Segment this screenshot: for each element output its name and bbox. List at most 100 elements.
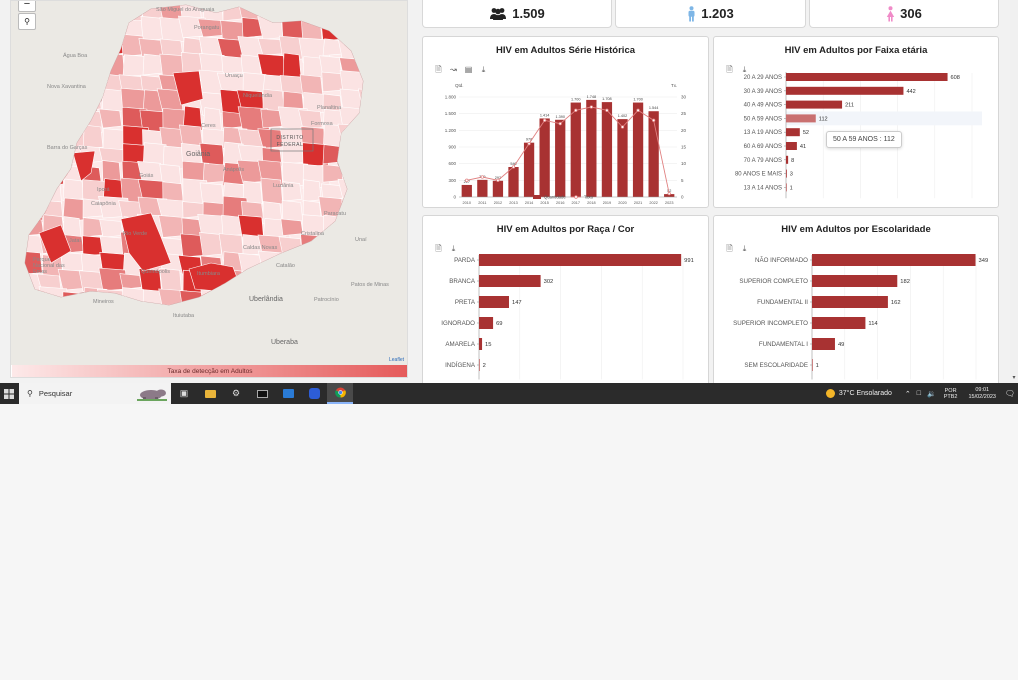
municipality-region bbox=[361, 198, 363, 224]
document-icon[interactable]: 🗎 bbox=[726, 65, 733, 74]
bar bbox=[479, 275, 541, 287]
municipality-region bbox=[359, 5, 363, 22]
bar-value-label: 1.544 bbox=[649, 106, 659, 110]
high-rate-municipality bbox=[172, 70, 204, 106]
faixa-etaria-chart[interactable]: 20 A 29 ANOS 608 30 A 39 ANOS 442 40 A 49 AN… bbox=[714, 37, 999, 208]
y-tick-label: 1.800 bbox=[445, 95, 457, 100]
bar bbox=[812, 296, 888, 308]
y2-tick-label: 15 bbox=[681, 145, 687, 150]
rate-point bbox=[574, 108, 578, 112]
municipality-region bbox=[222, 285, 245, 305]
escolaridade-toolbar: 🗎 ⤓ bbox=[725, 244, 749, 253]
file-explorer-icon[interactable] bbox=[197, 383, 223, 404]
municipality-region bbox=[25, 145, 47, 168]
bar bbox=[786, 100, 843, 109]
map-regions[interactable] bbox=[11, 1, 407, 365]
page-scrollbar[interactable]: ▾ bbox=[1010, 0, 1018, 383]
municipality-region bbox=[278, 236, 303, 257]
rate-point bbox=[496, 178, 500, 182]
bar-value-label: 292 bbox=[495, 176, 501, 180]
language-indicator[interactable]: POR PTB2 bbox=[944, 388, 958, 400]
district-boundary bbox=[270, 128, 314, 152]
y-tick-label: 900 bbox=[448, 145, 456, 150]
municipality-region bbox=[302, 179, 322, 203]
sun-icon bbox=[825, 389, 835, 398]
bar-value-label: 162 bbox=[891, 300, 901, 306]
category-label: 13 A 14 ANOS bbox=[744, 185, 782, 191]
escolaridade-chart[interactable]: NÃO INFORMADO 349 SUPERIOR COMPLETO 182 FUND… bbox=[714, 216, 999, 383]
category-label: 80 ANOS E MAIS bbox=[735, 172, 782, 178]
download-icon[interactable]: ⤓ bbox=[481, 65, 486, 74]
map-place-label: Porangatu bbox=[194, 25, 220, 31]
map-place-label: Planaltina bbox=[317, 105, 342, 111]
leaflet-attribution-link[interactable]: Leaflet bbox=[388, 357, 404, 363]
municipality-region bbox=[318, 272, 346, 295]
taskbar-search[interactable]: ⚲ Pesquisar bbox=[19, 383, 171, 404]
bar-value-label: 442 bbox=[906, 89, 915, 95]
line-chart-icon[interactable]: ↝ bbox=[450, 65, 457, 74]
settings-icon[interactable]: ⚙ bbox=[231, 388, 241, 398]
municipality-region bbox=[362, 180, 363, 201]
map-legend-label: Taxa de detecção em Adultos bbox=[167, 368, 253, 375]
outlook-icon[interactable] bbox=[275, 383, 301, 404]
y2-tick-label: 0 bbox=[681, 195, 684, 200]
zoom-out-button[interactable]: − bbox=[18, 1, 36, 12]
bar bbox=[539, 118, 550, 197]
map-place-label: Niquelândia bbox=[243, 93, 273, 99]
windows-logo-icon bbox=[4, 388, 14, 399]
download-icon[interactable]: ⤓ bbox=[451, 244, 456, 253]
bar-value-label: 182 bbox=[900, 279, 910, 285]
municipality-region bbox=[282, 181, 303, 202]
clock[interactable]: 09:01 15/02/2023 bbox=[968, 387, 996, 401]
map-search-button[interactable]: ⚲ bbox=[18, 13, 36, 30]
rate-point bbox=[589, 105, 594, 109]
terminal-icon[interactable] bbox=[249, 383, 275, 404]
dashboard-viewport: − ⚲ São Miguel do Araguaia Água Boa Nova… bbox=[10, 0, 1018, 383]
x-tick-label: 2013 bbox=[509, 201, 517, 205]
bar-chart-icon[interactable]: ▤ bbox=[464, 65, 473, 74]
raca-cor-chart[interactable]: PARDA 991 BRANCA 302 PRETA 147 IGNORADO 69 AMARE… bbox=[423, 216, 709, 383]
bar bbox=[461, 184, 472, 197]
choropleth-map[interactable]: − ⚲ São Miguel do Araguaia Água Boa Nova… bbox=[11, 1, 407, 365]
bar-value-label: 49 bbox=[838, 342, 844, 348]
municipality-region bbox=[341, 255, 363, 277]
scroll-down-arrow-icon[interactable]: ▾ bbox=[1012, 375, 1016, 381]
municipality-region bbox=[221, 111, 243, 130]
volume-icon[interactable]: 🔉 bbox=[926, 390, 936, 398]
map-place-label: Unaí bbox=[355, 237, 367, 243]
weather-widget[interactable]: 37°C Ensolarado bbox=[825, 389, 892, 398]
category-label: SUPERIOR INCOMPLETO bbox=[733, 320, 808, 327]
rate-point bbox=[651, 118, 656, 122]
municipality-region bbox=[58, 5, 88, 20]
high-rate-municipality bbox=[120, 212, 172, 272]
bar-value-label: 2 bbox=[483, 363, 486, 369]
map-place-label: Caiapônia bbox=[91, 201, 116, 207]
document-icon[interactable]: 🗎 bbox=[435, 244, 442, 253]
document-icon[interactable]: 🗎 bbox=[726, 244, 733, 253]
task-view-icon[interactable]: ▣ bbox=[179, 388, 189, 398]
bar-value-label: 41 bbox=[800, 144, 806, 150]
bar-value-label: 3 bbox=[790, 172, 793, 178]
municipality-region bbox=[37, 106, 68, 130]
download-icon[interactable]: ⤓ bbox=[742, 65, 747, 74]
bar bbox=[508, 167, 519, 197]
municipality-region bbox=[200, 306, 230, 327]
map-place-label: Rio Verde bbox=[123, 231, 148, 237]
notification-icon[interactable]: 🗨 bbox=[1004, 389, 1016, 398]
kpi-total: 1.509 bbox=[422, 0, 612, 28]
zoom-icon[interactable] bbox=[301, 383, 327, 404]
female-person-icon bbox=[886, 5, 895, 21]
network-icon[interactable]: □ bbox=[916, 390, 921, 397]
download-icon[interactable]: ⤓ bbox=[742, 244, 747, 253]
bar-value-label: 15 bbox=[485, 342, 491, 348]
map-place-label: Iporá bbox=[97, 187, 110, 193]
legend-marker-taxa bbox=[574, 195, 578, 199]
municipality-region bbox=[42, 57, 68, 76]
chevron-up-icon[interactable]: ⌃ bbox=[904, 390, 911, 398]
high-rate-municipality bbox=[188, 262, 240, 292]
serie-historica-chart[interactable]: Qtd. Tx. 0 300 600 900 1.200 1.500 1.800 0 5 10 15 20… bbox=[423, 37, 709, 208]
chrome-icon[interactable] bbox=[327, 383, 353, 404]
people-group-icon bbox=[490, 7, 507, 20]
document-icon[interactable]: 🗎 bbox=[435, 65, 442, 74]
start-button[interactable] bbox=[0, 383, 18, 404]
